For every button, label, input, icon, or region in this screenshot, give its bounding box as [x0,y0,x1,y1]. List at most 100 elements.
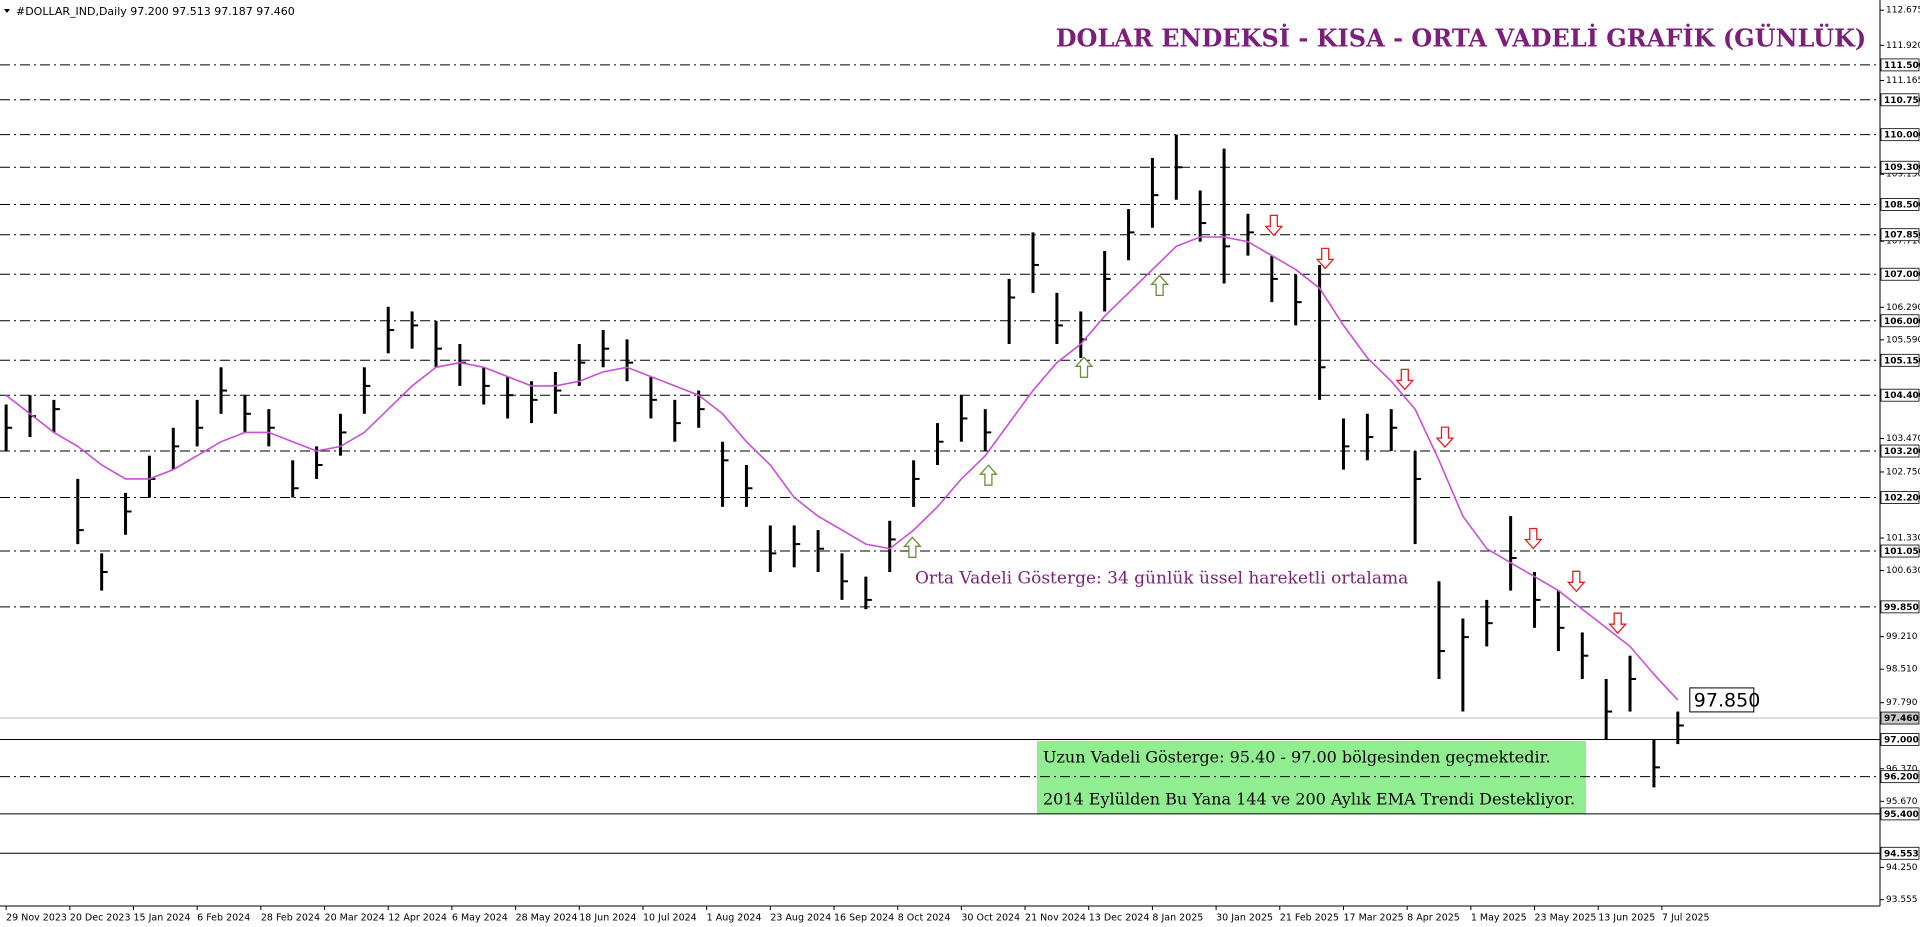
annotation: Uzun Vadeli Gösterge: 95.40 - 97.00 bölg… [1043,748,1551,767]
level-label-box [1880,770,1920,784]
level-label: 107.000 [1884,270,1920,280]
sell-signal-arrow [1523,527,1543,550]
level-label: 94.553 [1884,849,1919,859]
x-tick-label: 7 Jul 2025 [1662,913,1710,924]
level-label: 110.750 [1884,96,1920,106]
level-label: 102.200 [1884,494,1920,504]
level-label: 107.850 [1884,231,1920,241]
level-label-box [1880,353,1920,367]
level-label-box [1880,711,1920,725]
y-tick-label: 98.510 [1886,665,1918,675]
x-tick-label: 23 May 2025 [1535,913,1597,924]
level-label: 108.500 [1884,200,1920,210]
annotation: 2014 Eylülden Bu Yana 144 ve 200 Aylık E… [1043,790,1575,809]
ema-line [5,236,1679,701]
x-tick-label: 8 Apr 2025 [1407,913,1460,924]
x-tick-label: 6 May 2024 [452,913,508,924]
level-label-box [1880,93,1920,107]
level-label: 101.050 [1884,547,1920,557]
y-tick-label: 101.330 [1886,534,1920,544]
x-tick-label: 1 May 2025 [1471,913,1527,924]
x-tick-label: 10 Jul 2024 [643,913,697,924]
y-tick-label: 97.790 [1886,698,1918,708]
y-tick-label: 93.555 [1886,895,1918,905]
x-tick-label: 8 Oct 2024 [898,913,951,924]
level-label-box [1880,58,1920,72]
level-label: 99.850 [1884,603,1919,613]
sell-signal-arrow [1435,426,1455,449]
menu-icon [4,9,10,13]
level-label: 105.150 [1884,356,1920,366]
sell-signal-arrow [1608,612,1628,635]
level-label: 110.000 [1884,131,1920,141]
level-label: 97.000 [1884,735,1919,745]
level-label-box [1880,198,1920,211]
y-tick-label: 109.150 [1886,170,1920,180]
y-tick-label: 106.290 [1886,303,1920,313]
sell-signal-arrow [1566,570,1586,593]
level-label: 96.200 [1884,773,1919,783]
level-label: 104.400 [1884,391,1920,401]
sell-signal-arrow [1315,247,1335,270]
y-tick-label: 96.370 [1886,764,1918,774]
buy-signal-arrow [902,536,922,558]
x-tick-label: 23 Aug 2024 [770,913,831,924]
x-tick-label: 20 Dec 2023 [70,913,131,924]
y-tick-label: 94.250 [1886,863,1918,873]
x-tick-label: 30 Jan 2025 [1216,913,1273,924]
y-tick-label: 95.670 [1886,797,1918,807]
ema-label-box [1689,687,1755,713]
level-label-box [1880,228,1920,242]
symbol-header: #DOLLAR_IND,Daily 97.200 97.513 97.187 9… [16,5,295,18]
level-label-box [1880,491,1920,504]
level-label-box [1880,128,1920,142]
x-tick-label: 28 May 2024 [516,913,578,924]
x-tick-label: 6 Feb 2024 [197,913,250,924]
level-label: 97.460 [1884,714,1919,724]
sell-signal-arrow [1264,214,1284,237]
level-label-box [1880,267,1920,281]
x-tick-label: 15 Jan 2024 [133,913,190,924]
ema-label: 97.850 [1694,689,1760,711]
level-label-box [1880,600,1920,614]
x-tick-label: 30 Oct 2024 [961,913,1020,924]
sell-signal-arrow [1395,368,1415,391]
y-tick-label: 105.590 [1886,335,1920,345]
chart-title: DOLAR ENDEKSİ - KISA - ORTA VADELİ GRAFİ… [1056,24,1867,53]
buy-signal-arrow [1074,356,1094,378]
level-label: 106.000 [1884,317,1920,327]
y-tick-label: 111.165 [1886,76,1920,86]
annotation: Orta Vadeli Gösterge: 34 günlük üssel ha… [915,569,1408,589]
y-tick-label: 107.710 [1886,237,1920,247]
level-label: 111.500 [1884,61,1920,71]
x-tick-label: 1 Aug 2024 [707,913,762,924]
x-tick-label: 28 Feb 2024 [261,913,320,924]
x-tick-label: 21 Feb 2025 [1280,913,1339,924]
x-tick-label: 20 Mar 2024 [325,913,385,924]
x-tick-label: 13 Jun 2025 [1598,913,1655,924]
x-tick-label: 16 Sep 2024 [834,913,894,924]
level-label-box [1880,846,1920,860]
x-tick-label: 8 Jan 2025 [1152,913,1203,924]
y-tick-label: 103.470 [1886,434,1920,444]
y-tick-label: 99.210 [1886,632,1918,642]
buy-signal-arrow [1150,274,1170,297]
buy-signal-arrow [978,464,998,486]
y-tick-label: 112.675 [1886,6,1920,16]
level-label: 103.200 [1884,447,1920,457]
level-label-box [1880,388,1920,402]
y-tick-label: 102.750 [1886,467,1920,477]
x-tick-label: 12 Apr 2024 [388,913,447,924]
level-label-box [1880,444,1920,458]
x-tick-label: 29 Nov 2023 [6,913,67,924]
x-tick-label: 21 Nov 2024 [1025,913,1086,924]
level-label-box [1880,314,1920,328]
level-label-box [1880,160,1920,174]
x-tick-label: 13 Dec 2024 [1089,913,1150,924]
note-box [1037,741,1586,814]
x-tick-label: 17 Mar 2025 [1343,913,1403,924]
y-tick-label: 111.920 [1886,41,1920,51]
level-label-box [1880,807,1920,821]
